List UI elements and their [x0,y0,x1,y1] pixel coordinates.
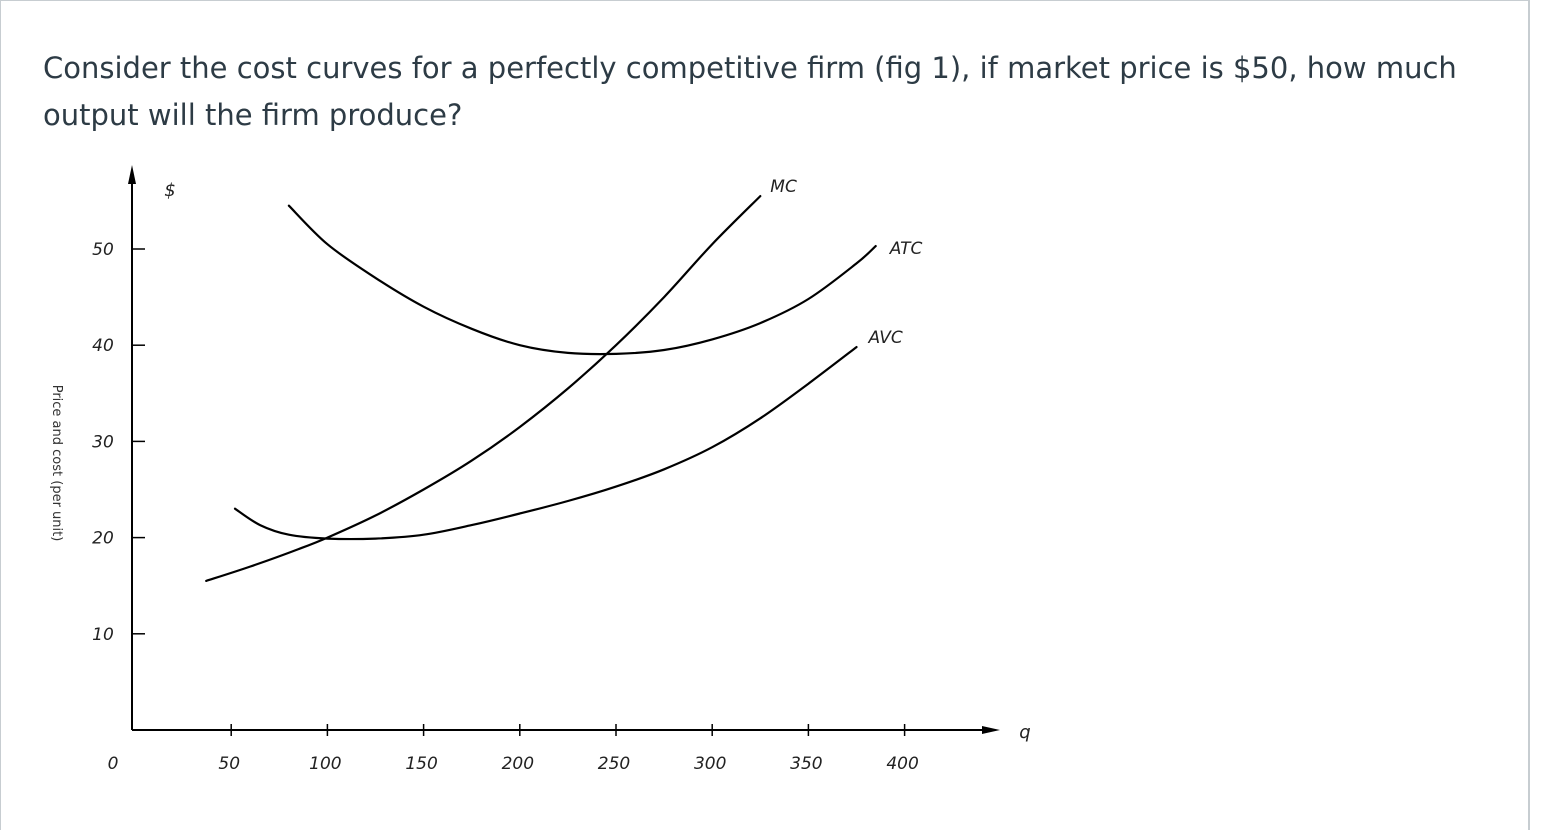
y-axis-arrow [128,165,136,184]
question-text: Consider the cost curves for a perfectly… [43,51,1457,132]
mc-curve [205,195,762,582]
x-tick-label-50: 50 [218,754,240,774]
atc-label: ATC [889,239,923,259]
mc-label: MC [770,177,797,197]
x-tick-label-300: 300 [694,754,726,774]
x-tick-label-150: 150 [405,754,437,774]
y-unit-label: $ [164,180,175,201]
avc-label: AVC [868,328,903,348]
chart-curves [205,195,877,582]
x-tick-label-200: 200 [502,754,534,774]
x-tick-label-250: 250 [598,754,630,774]
y-tick-label-40: 40 [92,336,114,356]
x-tick-label-100: 100 [309,754,341,774]
x-tick-label-350: 350 [790,754,822,774]
chart-ticks [132,248,906,736]
atc-curve [287,204,877,356]
chart-axes [128,165,1000,734]
avc-curve [233,346,858,541]
x-axis-label: q [1019,722,1030,743]
y-tick-label-10: 10 [92,625,114,645]
x-tick-label-400: 400 [886,754,918,774]
y-tick-label-50: 50 [92,240,114,260]
chart-labels: 10 20 30 40 50 50 100 150 200 250 300 350 400 0 $ q Pric… [49,177,1031,774]
y-tick-label-20: 20 [92,529,114,549]
x-axis-arrow [982,726,1000,734]
y-tick-label-30: 30 [92,432,114,452]
origin-label: 0 [108,754,119,774]
y-axis-label: Price and cost (per unit) [49,385,64,542]
